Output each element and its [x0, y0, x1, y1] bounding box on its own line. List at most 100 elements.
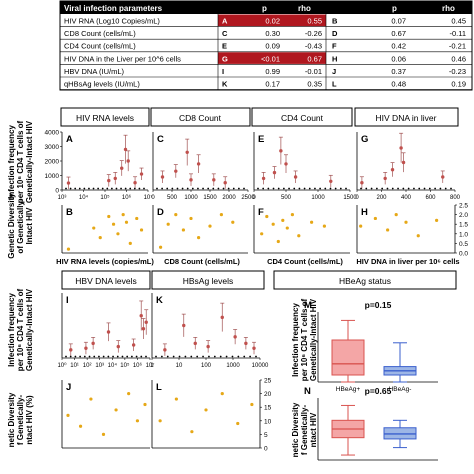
baseline-point: [217, 187, 220, 190]
table-p: 0.06: [391, 54, 406, 63]
p-value: p=0.65: [365, 386, 392, 396]
y-tick-label: 1000: [45, 173, 60, 180]
baseline-point: [74, 355, 77, 358]
data-point: [111, 222, 116, 226]
x-tick-label: 10³: [58, 195, 67, 201]
table-p: 0.37: [391, 67, 406, 76]
data-point: [159, 245, 163, 249]
panel-J: J: [61, 380, 150, 449]
panel-L: L 0 5 10 15 20 25: [151, 378, 272, 453]
baseline-point: [138, 187, 141, 190]
header-hbsag: HBsAg levels: [183, 276, 234, 286]
data-point: [196, 162, 201, 166]
table-rho: 0.35: [307, 80, 322, 89]
baseline-point: [257, 187, 259, 190]
header-box-hbeag: [273, 270, 457, 290]
table-p: <0.01: [261, 54, 280, 63]
baseline-point: [360, 187, 362, 190]
data-point: [193, 341, 197, 346]
x-tick-label: 1000: [184, 195, 198, 201]
xlabel-liver: HIV DNA in liver per 10⁶ cells: [356, 257, 459, 266]
table-letter: L: [332, 80, 337, 89]
baseline-point: [176, 187, 179, 190]
x-tick-label: 10⁴: [108, 362, 118, 369]
baseline-point: [172, 355, 175, 358]
table-letter: G: [222, 54, 228, 63]
data-point: [284, 162, 288, 166]
panel-A: A 0 1000 2000 3000 4000 10³ 10⁴ 10⁵ 10⁶ 10⁷: [45, 130, 153, 202]
baseline-point: [450, 187, 452, 190]
data-point: [386, 228, 390, 232]
ylabel-n: netic Diversityf Genetically-ntact HIV: [291, 402, 318, 457]
data-point: [84, 346, 88, 350]
baseline-point: [101, 187, 104, 190]
data-point: [310, 220, 314, 224]
table-letter: J: [332, 67, 336, 76]
data-point: [131, 343, 136, 347]
baseline-point: [237, 187, 240, 190]
baseline-point: [126, 355, 129, 358]
baseline-point: [140, 355, 143, 358]
panel-letter: N: [304, 386, 311, 397]
table-p: 0.02: [265, 17, 280, 26]
ylabel-m: Infection frequencyper 10⁶ CD4 T cells o…: [291, 298, 318, 381]
table-p: 0.99: [265, 67, 280, 76]
baseline-point: [121, 355, 124, 358]
table-rho: -0.21: [449, 42, 466, 51]
baseline-point: [116, 355, 119, 358]
x-tick-label: 2500: [241, 195, 255, 201]
y-tick-label: 4000: [45, 130, 60, 137]
y2-tick-label: 0: [264, 446, 268, 453]
baseline-point: [166, 187, 169, 190]
x-tick-label: 10⁷: [144, 194, 153, 201]
table-p: 0.09: [265, 42, 280, 51]
header-cd8: CD8 Count: [179, 113, 222, 123]
data-point: [236, 421, 240, 426]
data-point: [127, 392, 131, 396]
table-rho: -0.01: [305, 67, 322, 76]
baseline-point: [196, 355, 199, 358]
data-point: [89, 397, 93, 401]
ylabel-infection-row3: Infection frequencyper 10⁶ CD4 T cells o…: [7, 288, 34, 371]
baseline-point: [155, 355, 157, 358]
x-tick-label: 10⁶: [122, 194, 132, 201]
data-point: [260, 232, 264, 236]
x-tick-label: 10³: [95, 363, 104, 369]
x-tick-label: 400: [401, 195, 412, 201]
panel-letter: D: [157, 207, 164, 218]
data-point: [113, 176, 117, 181]
data-point: [297, 234, 301, 238]
header-box-hbsag: [151, 270, 265, 290]
data-point: [78, 424, 83, 428]
data-point: [404, 220, 408, 224]
baseline-point: [237, 355, 240, 358]
data-point: [252, 346, 256, 350]
data-point: [144, 320, 148, 324]
ylabel-diversity-row4: netic Diversityf Genetically-ntact HIV (…: [7, 392, 34, 447]
panel-letter: G: [361, 134, 368, 145]
baseline-point: [319, 187, 322, 190]
table-letter: C: [222, 29, 228, 38]
row2-xlabels: HIV RNA levels (copies/mL) CD8 Count (ce…: [56, 257, 459, 266]
data-point: [373, 216, 377, 221]
data-point: [143, 402, 147, 407]
y2-tick-label: 10: [264, 418, 272, 425]
baseline-point: [161, 187, 164, 190]
baseline-point: [365, 187, 368, 190]
data-point: [285, 226, 289, 230]
y2-tick-label: 0.0: [459, 251, 468, 258]
x-tick-label: 500: [281, 195, 292, 201]
data-point: [250, 402, 254, 407]
y-axis-labels: Infection frequencyper 10⁶ CD4 T cells o…: [7, 120, 318, 457]
panel-D: D: [152, 205, 248, 254]
x-tick-label: 1000: [226, 363, 240, 369]
panel-letter: J: [66, 382, 71, 393]
panel-I: I 10⁰ 10¹ 10² 10³ 10⁴ 10⁵ 10⁶ 10⁷: [57, 293, 154, 369]
table-rho: 0.46: [451, 54, 466, 63]
panel-letter: H: [361, 207, 368, 218]
y2-tick-label: 0.5: [459, 241, 468, 248]
table-letter: A: [222, 17, 228, 26]
table-rows: HIV RNA (Log10 Copies/mL) A 0.02 0.55 B 0.07 0…: [60, 1, 472, 90]
y2-tick-label: 1.0: [459, 231, 468, 238]
